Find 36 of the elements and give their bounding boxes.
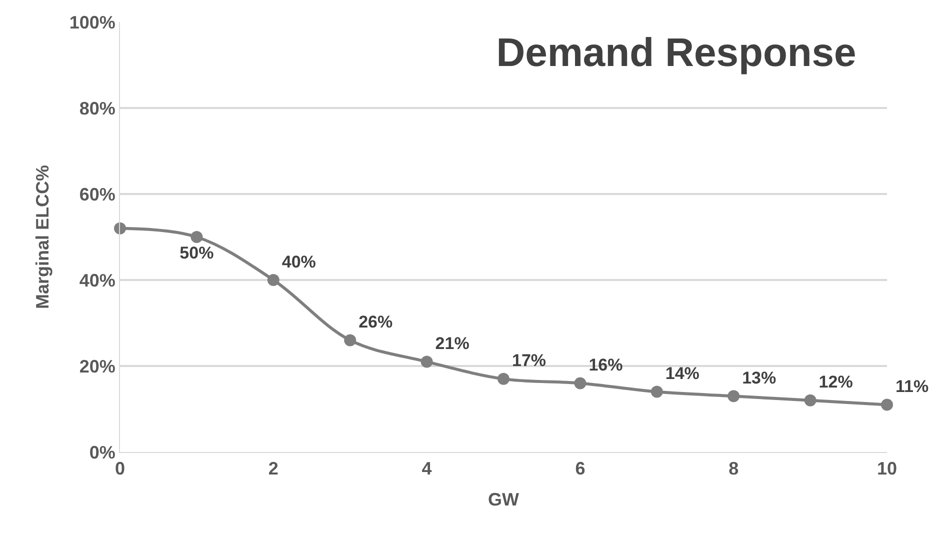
data-label: 50% xyxy=(180,243,214,262)
x-tick-label: 2 xyxy=(268,458,278,479)
y-tick-label: 40% xyxy=(79,270,116,290)
data-label: 40% xyxy=(282,252,316,272)
point xyxy=(267,274,280,286)
data-label: 16% xyxy=(588,355,623,374)
x-tick-label: 6 xyxy=(575,458,586,479)
point xyxy=(728,390,740,402)
data-label: 11% xyxy=(896,376,929,396)
x-tick-label: 0 xyxy=(114,458,126,479)
point xyxy=(344,334,356,346)
y-tick-label: 0% xyxy=(89,442,116,462)
x-tick-label: 10 xyxy=(876,458,898,479)
point xyxy=(420,356,433,368)
point xyxy=(804,394,816,406)
point xyxy=(190,231,203,243)
chart-title: Demand Response xyxy=(496,30,856,75)
x-axis-title: GW xyxy=(488,490,519,510)
data-label: 13% xyxy=(742,368,776,388)
data-label: 17% xyxy=(512,351,546,370)
point xyxy=(881,398,893,411)
y-axis-title: Marginal ELCC% xyxy=(32,164,53,310)
data-label: 21% xyxy=(435,334,470,353)
point xyxy=(650,386,663,398)
data-label: 12% xyxy=(818,372,853,392)
point xyxy=(498,372,510,385)
data-label: 26% xyxy=(358,312,393,332)
x-tick-label: 8 xyxy=(728,458,739,479)
data-label: 14% xyxy=(665,364,700,384)
point xyxy=(574,377,586,390)
x-tick-label: 4 xyxy=(422,458,432,479)
point xyxy=(114,222,126,234)
y-tick-label: 80% xyxy=(79,98,116,118)
y-tick-label: 60% xyxy=(79,184,116,204)
y-tick-label: 20% xyxy=(79,356,116,376)
y-tick-label: 100% xyxy=(69,12,116,32)
